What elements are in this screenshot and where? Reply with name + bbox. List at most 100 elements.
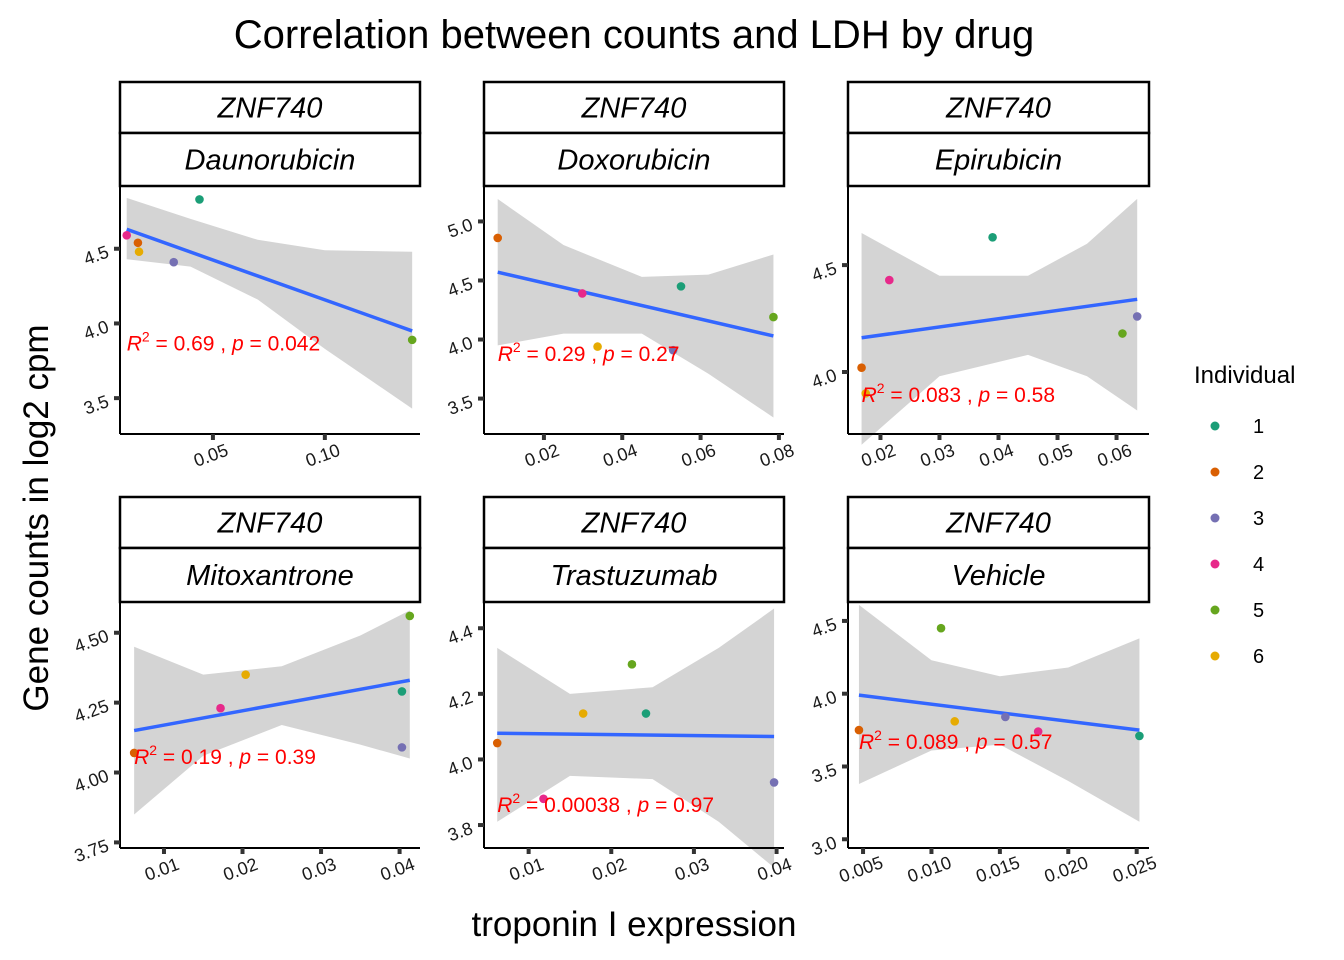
data-point-individual-6 bbox=[593, 342, 602, 351]
data-point-individual-6 bbox=[134, 247, 144, 257]
x-tick-label: 0.025 bbox=[1110, 852, 1159, 886]
y-tick-label: 3.5 bbox=[809, 759, 839, 786]
regression-line bbox=[497, 731, 775, 739]
y-tick-label: 3.75 bbox=[72, 835, 112, 866]
x-tick-label: 0.06 bbox=[1095, 440, 1135, 471]
strip-gene-box bbox=[846, 495, 1151, 550]
x-axis-title: troponin I expression bbox=[472, 905, 797, 944]
y-tick-label: 3.5 bbox=[81, 391, 111, 418]
legend-items: 1 2 3 4 5 6 bbox=[1210, 416, 1264, 668]
y-tick-label: 4.5 bbox=[809, 614, 839, 641]
data-point-individual-4 bbox=[578, 289, 587, 298]
stat-annotation: R2 = 0.19 , p = 0.39 bbox=[134, 742, 316, 769]
x-tick-label: 0.01 bbox=[142, 854, 182, 885]
data-point-individual-6 bbox=[950, 717, 960, 726]
legend-key-3 bbox=[1210, 513, 1220, 523]
y-tick-label: 5.0 bbox=[445, 214, 475, 241]
data-point-individual-1 bbox=[988, 233, 997, 242]
x-tick-label: 0.04 bbox=[378, 854, 418, 885]
chart-title: Correlation between counts and LDH by dr… bbox=[234, 13, 1034, 57]
data-point-individual-4 bbox=[1033, 727, 1043, 736]
x-tick-label: 0.005 bbox=[836, 852, 885, 886]
panel-trastuzumab: ZNF740 Trastuzumab R2 = 0.00038 , p = 0.97… bbox=[445, 495, 795, 885]
strip-gene-label: ZNF740 bbox=[217, 508, 323, 540]
strip-drug-box bbox=[482, 546, 786, 604]
regression-line bbox=[126, 227, 413, 333]
legend-title: Individual bbox=[1194, 362, 1295, 389]
data-point-individual-4 bbox=[885, 275, 894, 285]
legend-key-6 bbox=[1210, 651, 1220, 661]
data-point-individual-4 bbox=[216, 703, 225, 713]
x-tick-label: 0.04 bbox=[977, 440, 1017, 471]
x-tick-label: 0.05 bbox=[1036, 440, 1076, 471]
strip-drug-label: Vehicle bbox=[951, 560, 1045, 592]
data-point-individual-5 bbox=[407, 335, 417, 345]
panel-daunorubicin: ZNF740 Daunorubicin R2 = 0.69 , p = 0.042 3… bbox=[81, 80, 422, 471]
data-point-individual-3 bbox=[169, 257, 179, 267]
data-point-individual-5 bbox=[936, 623, 946, 633]
confidence-band bbox=[126, 197, 413, 409]
strip-gene-label: ZNF740 bbox=[217, 93, 323, 125]
legend-key-5 bbox=[1210, 605, 1220, 615]
regression-line bbox=[133, 678, 411, 733]
x-tick-label: 0.08 bbox=[757, 440, 797, 471]
data-point-individual-5 bbox=[627, 660, 637, 669]
stat-annotation: R2 = 0.089 , p = 0.57 bbox=[859, 727, 1052, 754]
x-tick-label: 0.02 bbox=[589, 854, 629, 885]
strip-drug-label: Daunorubicin bbox=[185, 145, 356, 177]
strip-gene-label: ZNF740 bbox=[945, 93, 1051, 125]
y-tick-label: 4.25 bbox=[72, 696, 112, 727]
stat-annotation: R2 = 0.69 , p = 0.042 bbox=[127, 328, 320, 355]
legend-key-4 bbox=[1210, 559, 1220, 569]
data-point-individual-6 bbox=[861, 389, 871, 398]
strip-gene-box bbox=[482, 495, 786, 550]
confidence-band bbox=[861, 198, 1138, 445]
regression-line bbox=[497, 270, 774, 338]
y-tick-label: 4.0 bbox=[445, 752, 475, 779]
strip-drug-label: Trastuzumab bbox=[550, 560, 717, 592]
data-point-individual-2 bbox=[857, 363, 866, 373]
strip-drug-box bbox=[482, 131, 786, 188]
data-point-individual-2 bbox=[129, 748, 139, 758]
x-tick-label: 0.03 bbox=[672, 854, 712, 885]
data-point-individual-2 bbox=[854, 725, 864, 735]
data-point-individual-5 bbox=[769, 312, 778, 322]
regression-line bbox=[858, 693, 1140, 732]
x-tick-label: 0.02 bbox=[522, 440, 562, 471]
y-tick-label: 3.0 bbox=[809, 832, 839, 859]
legend-label-2: 2 bbox=[1253, 462, 1264, 484]
legend-label-1: 1 bbox=[1253, 416, 1264, 438]
y-tick-label: 4.2 bbox=[445, 687, 475, 714]
strip-drug-box bbox=[846, 546, 1151, 604]
y-tick-label: 4.0 bbox=[809, 365, 839, 392]
data-point-individual-5 bbox=[1118, 329, 1127, 338]
legend-label-6: 6 bbox=[1253, 646, 1264, 668]
strip-gene-label: ZNF740 bbox=[581, 508, 687, 540]
data-point-individual-6 bbox=[241, 670, 250, 679]
data-point-individual-1 bbox=[641, 709, 651, 718]
stat-annotation: R2 = 0.083 , p = 0.58 bbox=[862, 380, 1055, 407]
x-tick-label: 0.020 bbox=[1042, 852, 1091, 886]
y-tick-label: 4.0 bbox=[809, 687, 839, 714]
data-point-individual-1 bbox=[1135, 731, 1144, 741]
data-point-individual-4 bbox=[539, 794, 548, 804]
data-point-individual-3 bbox=[1001, 712, 1010, 722]
legend-label-3: 3 bbox=[1253, 508, 1264, 530]
legend-label-4: 4 bbox=[1253, 554, 1264, 576]
data-point-individual-2 bbox=[133, 238, 143, 248]
strip-drug-box bbox=[846, 131, 1151, 188]
panel-doxorubicin: ZNF740 Doxorubicin R2 = 0.29 , p = 0.27 3.5… bbox=[445, 80, 797, 471]
legend-label-5: 5 bbox=[1253, 600, 1264, 622]
y-tick-label: 4.4 bbox=[445, 621, 475, 648]
x-tick-label: 0.04 bbox=[755, 854, 795, 885]
data-point-individual-3 bbox=[397, 743, 407, 752]
strip-gene-box bbox=[118, 80, 422, 135]
y-tick-label: 4.5 bbox=[809, 258, 839, 285]
x-tick-label: 0.015 bbox=[973, 852, 1022, 886]
regression-line bbox=[861, 297, 1138, 340]
x-tick-label: 0.03 bbox=[918, 440, 958, 471]
data-point-individual-3 bbox=[1132, 312, 1142, 321]
x-tick-label: 0.10 bbox=[303, 440, 343, 471]
legend-key-2 bbox=[1210, 467, 1220, 477]
panels-group: ZNF740 Daunorubicin R2 = 0.69 , p = 0.042 3… bbox=[72, 80, 1159, 886]
